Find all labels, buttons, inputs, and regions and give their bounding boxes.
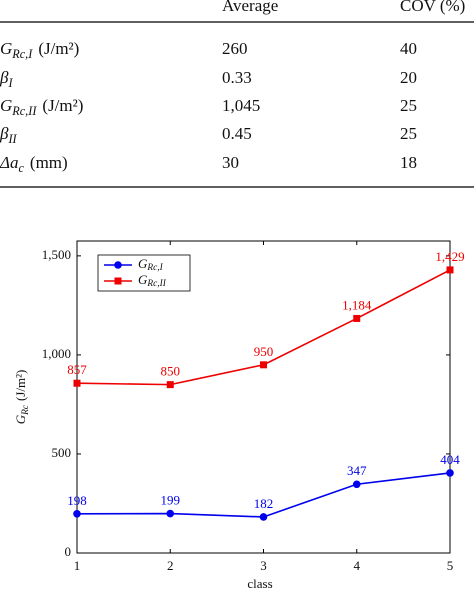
- y-tick-label: 500: [52, 445, 72, 460]
- point: [446, 266, 454, 274]
- y-tick-label: 1,500: [42, 247, 71, 262]
- subscript: Rc,I: [11, 47, 33, 61]
- point: [353, 314, 361, 322]
- data-label: 1,184: [342, 297, 372, 312]
- y-label-symbol: G: [13, 414, 28, 424]
- cell: 25: [400, 124, 417, 143]
- point: [73, 379, 81, 387]
- x-tick-label: 1: [74, 558, 81, 573]
- column-header: COV (%): [400, 0, 465, 15]
- y-axis-label: GRc (J/m²): [13, 370, 31, 425]
- cell: 25: [400, 96, 417, 115]
- row-label: GRc,I (J/m²): [0, 39, 79, 61]
- legend-name: G: [138, 272, 148, 287]
- data-label: 1,429: [435, 249, 464, 264]
- point: [166, 381, 174, 389]
- legend-sub: Rc,II: [146, 279, 166, 289]
- x-tick-label: 5: [447, 558, 454, 573]
- data-label: 347: [347, 463, 367, 478]
- point: [259, 513, 268, 521]
- data-label: 850: [161, 364, 181, 379]
- legend-label: GRc,I: [138, 256, 164, 273]
- y-label-sub: Rc: [21, 404, 31, 416]
- legend-box: [97, 254, 191, 292]
- data-label: 950: [254, 344, 274, 359]
- point: [352, 480, 361, 489]
- cell: 1,045: [222, 96, 260, 115]
- cell: 40: [400, 39, 417, 58]
- legend-marker: [114, 277, 122, 285]
- y-tick-label: 0: [65, 544, 72, 559]
- subscript: II: [7, 132, 17, 146]
- y-label-unit: (J/m²): [13, 370, 28, 401]
- cell: 260: [222, 39, 248, 58]
- point: [260, 361, 267, 369]
- legend-name: G: [138, 256, 148, 271]
- symbol: G: [0, 39, 12, 58]
- subscript: I: [7, 76, 13, 90]
- legend-sub: Rc,I: [146, 263, 163, 273]
- data-label: 199: [161, 493, 181, 508]
- y-tick-label: 1,000: [42, 346, 71, 361]
- column-header: Average: [222, 0, 278, 15]
- row-label: GRc,II (J/m²): [0, 96, 83, 118]
- x-tick-label: 3: [260, 558, 267, 573]
- symbol: β: [0, 68, 9, 87]
- symbol: β: [0, 124, 9, 143]
- subscript: Rc,II: [11, 104, 37, 118]
- cell: 30: [222, 153, 239, 172]
- point: [446, 469, 454, 477]
- cell: 18: [400, 153, 417, 172]
- x-tick-label: 4: [354, 558, 361, 573]
- point: [166, 509, 175, 518]
- symbol: Δa: [0, 153, 18, 172]
- row-label: βII: [0, 124, 18, 146]
- legend-marker: [114, 261, 122, 269]
- data-label: 404: [440, 452, 460, 467]
- row-label: βI: [0, 68, 13, 90]
- legend-label: GRc,II: [138, 272, 167, 289]
- cell: 0.33: [222, 68, 252, 87]
- cell: 20: [400, 68, 417, 87]
- data-label: 198: [67, 493, 87, 508]
- data-label: 182: [254, 496, 274, 511]
- point: [73, 509, 81, 518]
- data-label: 857: [67, 362, 87, 377]
- unit: (J/m²): [38, 39, 79, 58]
- row-label: Δac (mm): [0, 153, 68, 175]
- unit: (mm): [30, 153, 68, 172]
- x-axis-label: class: [247, 576, 272, 591]
- cell: 0.45: [222, 124, 252, 143]
- x-tick-label: 2: [167, 558, 174, 573]
- unit: (J/m²): [42, 96, 83, 115]
- subscript: c: [18, 161, 24, 175]
- symbol: G: [0, 96, 12, 115]
